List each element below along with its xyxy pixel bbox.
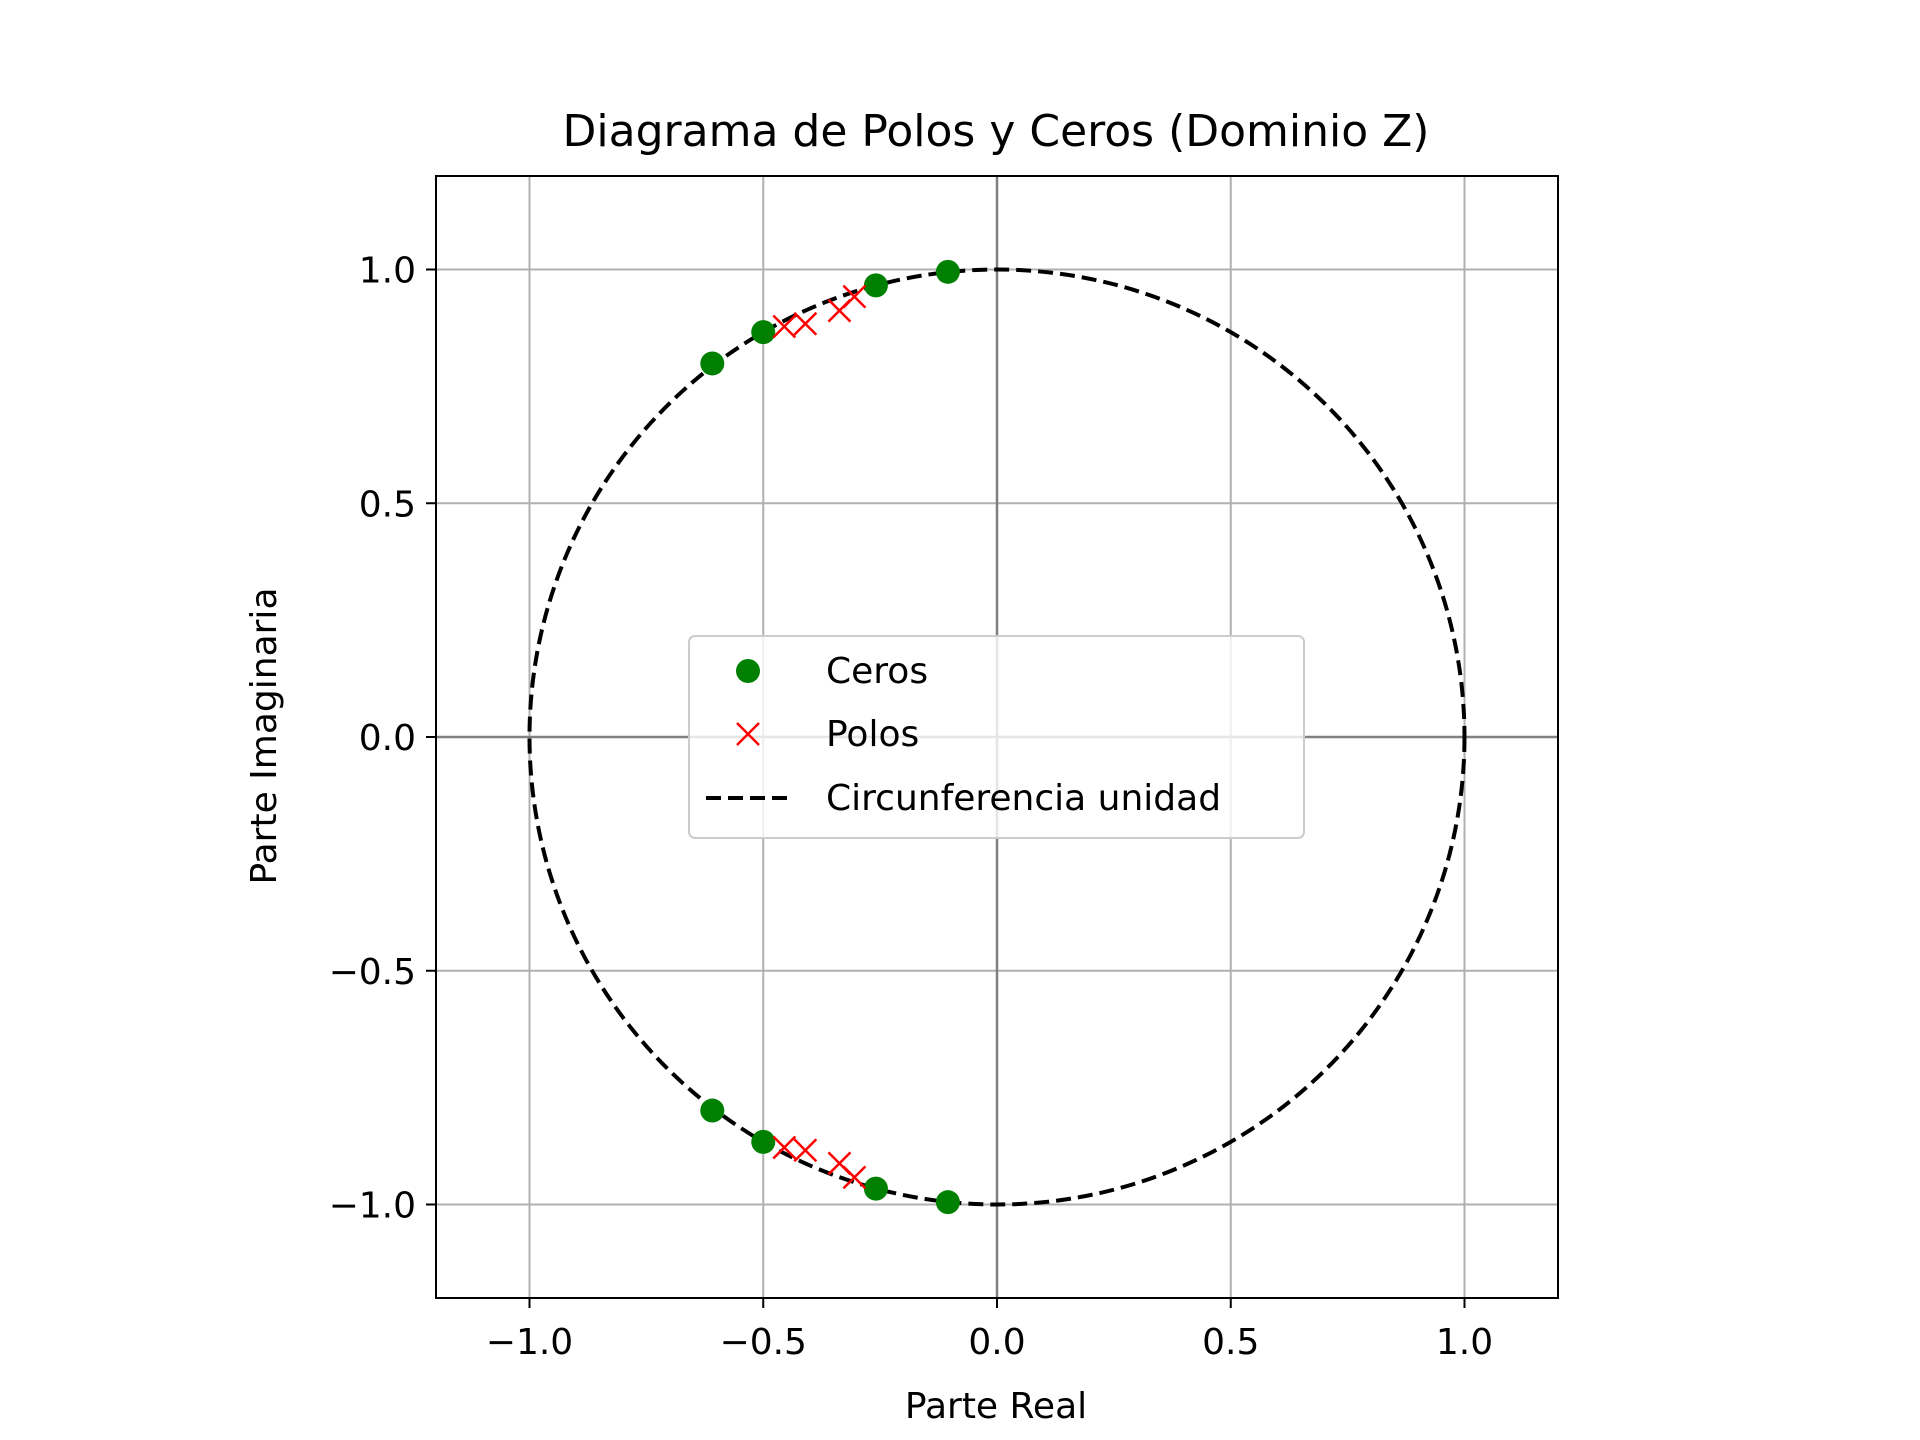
x-tick-label-0: −1.0 [486,1322,573,1363]
y-tick-label-4: 1.0 [359,251,416,292]
pole-point-5 [827,1151,852,1176]
zero-point-2 [751,320,776,345]
zeros-layer [700,259,960,1215]
zero-point-0 [935,259,960,284]
poles-layer [772,284,867,1190]
zero-point-3 [700,351,725,376]
legend-pole-marker [736,722,760,746]
zero-point-7 [700,1098,725,1123]
y-tick-label-2: 0.0 [359,718,416,759]
legend-zero-marker [736,659,760,683]
legend-frame [688,635,1305,839]
pole-point-2 [793,311,818,336]
pole-point-1 [827,298,852,323]
y-axis-label: Parte Imaginaria [244,588,285,885]
chart-title: Diagrama de Polos y Ceros (Dominio Z) [563,106,1430,157]
legend-label-polos: Polos [826,714,919,755]
pole-point-3 [772,314,797,339]
zero-point-5 [863,1176,888,1201]
tick-layer: −1.0 −0.5 0.0 0.5 1.0 −1.0 −0.5 0.0 0.5 1.0 [329,251,1494,1364]
y-tick-label-3: 0.5 [359,484,416,525]
zero-point-1 [863,273,888,298]
legend: Ceros Polos Circunferencia unidad [688,635,1305,839]
zero-point-4 [935,1190,960,1215]
x-tick-label-1: −0.5 [720,1322,807,1363]
unit-circle-layer [527,267,1467,1207]
y-tick-label-0: −1.0 [329,1186,416,1227]
unit-circle [527,267,1467,1207]
pole-point-6 [793,1138,818,1163]
legend-label-circunferencia: Circunferencia unidad [826,778,1221,819]
x-tick-label-3: 0.5 [1202,1322,1259,1363]
x-axis-label: Parte Real [905,1386,1087,1427]
x-tick-label-2: 0.0 [968,1322,1025,1363]
pole-point-7 [772,1135,797,1160]
y-tick-label-1: −0.5 [329,952,416,993]
legend-label-ceros: Ceros [826,651,928,692]
zero-point-6 [751,1129,776,1154]
x-tick-label-4: 1.0 [1436,1322,1493,1363]
